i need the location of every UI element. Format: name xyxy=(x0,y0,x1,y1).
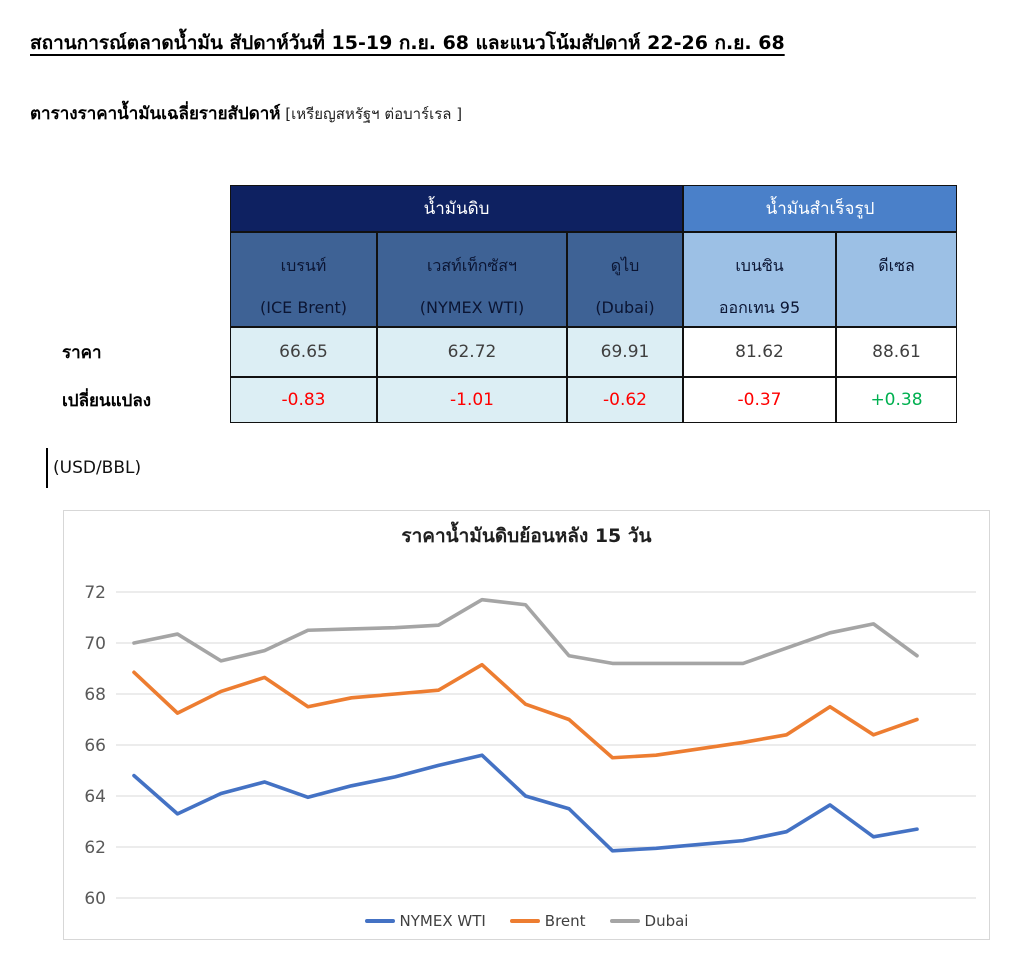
price-diesel: 88.61 xyxy=(836,327,957,377)
column-header-gasoline: เบนซิน ออกเทน 95 xyxy=(683,232,836,327)
change-wti: -1.01 xyxy=(377,377,567,423)
column-header-brent-en: (ICE Brent) xyxy=(259,298,348,317)
unit-label-block: (USD/BBL) xyxy=(46,448,141,488)
group-header-crude: น้ำมันดิบ xyxy=(230,185,683,232)
y-axis-tick-label: 72 xyxy=(84,583,106,603)
chart-plot-area: 72 70 68 66 64 62 60 xyxy=(84,583,976,909)
row-label-change: เปลี่ยนแปลง xyxy=(62,390,152,411)
price-table: น้ำมันดิบ น้ำมันสำเร็จรูป เบรนท์ (ICE Br… xyxy=(60,185,957,423)
legend-item-dubai: Dubai xyxy=(609,912,689,930)
table-caption: ตารางราคาน้ำมันเฉลี่ยรายสัปดาห์ [เหรียญส… xyxy=(30,100,462,127)
table-caption-bold: ตารางราคาน้ำมันเฉลี่ยรายสัปดาห์ xyxy=(30,104,281,124)
y-axis-tick-label: 68 xyxy=(84,685,106,705)
column-header-gasoline-th: เบนซิน xyxy=(735,256,784,275)
price-brent: 66.65 xyxy=(230,327,377,377)
y-axis-tick-label: 62 xyxy=(84,838,106,858)
price-dubai: 69.91 xyxy=(567,327,683,377)
row-label-price: ราคา xyxy=(62,342,102,363)
column-header-dubai-en: (Dubai) xyxy=(595,298,655,317)
table-caption-note: [เหรียญสหรัฐฯ ต่อบาร์เรล ] xyxy=(280,105,463,123)
caret-bar xyxy=(46,448,48,488)
series-line-dubai xyxy=(132,597,919,666)
legend-label-brent: Brent xyxy=(544,912,586,930)
table-corner-spacer xyxy=(60,185,230,232)
column-header-dubai-th: ดูไบ xyxy=(610,256,640,275)
change-diesel: +0.38 xyxy=(836,377,957,423)
column-header-dubai: ดูไบ (Dubai) xyxy=(567,232,683,327)
chart-legend: NYMEX WTI Brent Dubai xyxy=(64,912,989,930)
y-axis-tick-label: 70 xyxy=(84,634,106,654)
column-header-brent: เบรนท์ (ICE Brent) xyxy=(230,232,377,327)
legend-label-wti: NYMEX WTI xyxy=(399,912,486,930)
legend-label-dubai: Dubai xyxy=(644,912,689,930)
column-header-wti-en: (NYMEX WTI) xyxy=(419,298,525,317)
y-axis-tick-label: 64 xyxy=(84,787,106,807)
series-line-brent xyxy=(132,662,919,760)
y-axis-tick-label: 60 xyxy=(84,889,106,909)
column-header-diesel: ดีเซล xyxy=(836,232,957,327)
price-wti: 62.72 xyxy=(377,327,567,377)
crude-price-chart: 72 70 68 66 64 62 60 ราคาน้ำมันดิบย้อนหลัง 15 … xyxy=(63,510,990,940)
series-line-nymex-wti xyxy=(132,753,919,853)
legend-item-wti: NYMEX WTI xyxy=(364,912,486,930)
legend-item-brent: Brent xyxy=(509,912,586,930)
legend-swatch-dubai xyxy=(609,919,640,923)
change-dubai: -0.62 xyxy=(567,377,683,423)
unit-label: (USD/BBL) xyxy=(53,458,142,478)
change-brent: -0.83 xyxy=(230,377,377,423)
page-title: สถานการณ์ตลาดน้ำมัน สัปดาห์วันที่ 15-19 … xyxy=(30,32,785,54)
column-header-gasoline-octane: ออกเทน 95 xyxy=(718,298,801,317)
column-header-wti-th: เวสท์เท็กซัสฯ xyxy=(426,256,518,275)
group-header-refined: น้ำมันสำเร็จรูป xyxy=(683,185,957,232)
price-gasoline: 81.62 xyxy=(683,327,836,377)
column-header-brent-th: เบรนท์ xyxy=(280,256,327,275)
change-gasoline: -0.37 xyxy=(683,377,836,423)
column-header-diesel-th: ดีเซล xyxy=(878,256,915,275)
legend-swatch-brent xyxy=(509,919,540,923)
y-axis-tick-label: 66 xyxy=(84,736,106,756)
table-header-spacer xyxy=(60,232,230,327)
legend-swatch-wti xyxy=(364,919,395,923)
column-header-wti: เวสท์เท็กซัสฯ (NYMEX WTI) xyxy=(377,232,567,327)
chart-title: ราคาน้ำมันดิบย้อนหลัง 15 วัน xyxy=(401,525,652,547)
